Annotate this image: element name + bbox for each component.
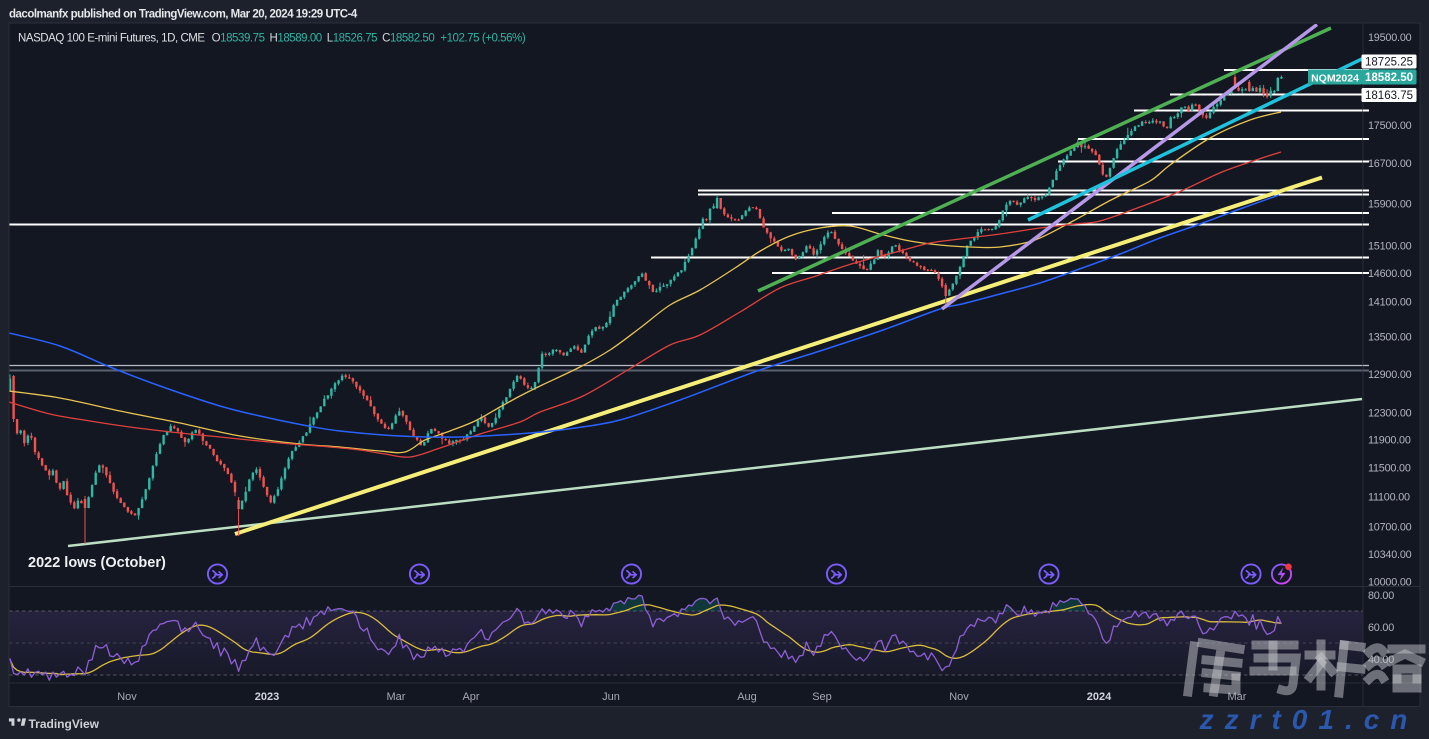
- svg-text:14600.00: 14600.00: [1368, 268, 1412, 280]
- svg-text:Sep: Sep: [812, 691, 832, 703]
- svg-text:Jun: Jun: [602, 691, 620, 703]
- svg-text:Apr: Apr: [462, 691, 479, 703]
- svg-text:80.00: 80.00: [1368, 590, 1394, 602]
- svg-text:15100.00: 15100.00: [1368, 240, 1412, 252]
- svg-text:19500.00: 19500.00: [1368, 32, 1412, 44]
- svg-text:12900.00: 12900.00: [1368, 369, 1412, 381]
- svg-text:16700.00: 16700.00: [1368, 158, 1412, 170]
- svg-text:15900.00: 15900.00: [1368, 198, 1412, 210]
- svg-text:60.00: 60.00: [1368, 622, 1394, 634]
- svg-text:Nov: Nov: [949, 691, 969, 703]
- svg-text:11100.00: 11100.00: [1368, 491, 1410, 503]
- svg-text:18725.25: 18725.25: [1365, 57, 1413, 69]
- svg-text:12300.00: 12300.00: [1368, 408, 1412, 420]
- svg-text:11500.00: 11500.00: [1368, 463, 1411, 475]
- svg-text:zzrt01.cn: zzrt01.cn: [1199, 704, 1419, 735]
- svg-text:10700.00: 10700.00: [1368, 521, 1412, 533]
- svg-text:11900.00: 11900.00: [1368, 435, 1411, 447]
- svg-text:2022 lows (October): 2022 lows (October): [28, 555, 166, 571]
- svg-text:Mar: Mar: [387, 691, 406, 703]
- svg-text:10340.00: 10340.00: [1368, 549, 1412, 561]
- svg-text:2023: 2023: [255, 691, 279, 703]
- svg-text:Aug: Aug: [737, 691, 757, 703]
- svg-text:18582.50: 18582.50: [1365, 72, 1413, 84]
- svg-text:14100.00: 14100.00: [1368, 296, 1412, 308]
- svg-text:10000.00: 10000.00: [1368, 577, 1412, 589]
- svg-text:2024: 2024: [1087, 691, 1112, 703]
- svg-text:NASDAQ 100 E-mini Futures, 1D,: NASDAQ 100 E-mini Futures, 1D, CME O18539…: [18, 33, 526, 45]
- svg-text:dacolmanfx published on Tradin: dacolmanfx published on TradingView.com,…: [9, 9, 358, 21]
- svg-text:18163.75: 18163.75: [1365, 90, 1413, 102]
- svg-text:Nov: Nov: [117, 691, 137, 703]
- svg-text:13500.00: 13500.00: [1368, 332, 1412, 344]
- svg-text:NQM2024: NQM2024: [1311, 73, 1359, 85]
- svg-text:TradingView: TradingView: [29, 717, 100, 731]
- svg-text:17500.00: 17500.00: [1368, 120, 1412, 132]
